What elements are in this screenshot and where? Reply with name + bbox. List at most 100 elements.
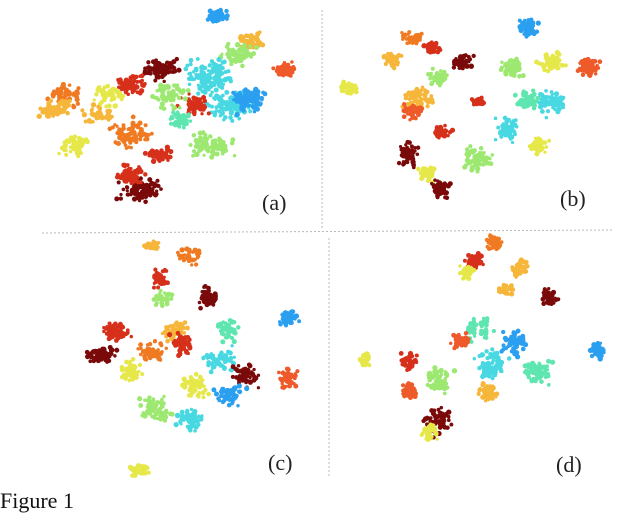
scatter-point — [158, 357, 163, 362]
scatter-point — [516, 266, 521, 271]
scatter-point — [516, 61, 522, 67]
scatter-point — [239, 38, 244, 43]
scatter-point — [227, 54, 231, 58]
scatter-point — [217, 63, 223, 69]
scatter-point — [114, 196, 120, 202]
scatter-point — [201, 395, 206, 400]
scatter-point — [228, 355, 234, 361]
scatter-point — [216, 57, 222, 63]
scatter-point — [208, 93, 213, 98]
scatter-point — [81, 112, 88, 118]
scatter-point — [349, 91, 353, 96]
scatter-point — [130, 356, 136, 362]
scatter-point — [506, 356, 512, 361]
scatter-point — [78, 151, 83, 155]
scatter-point — [429, 80, 435, 86]
scatter-point — [176, 115, 182, 121]
scatter-point — [474, 162, 480, 168]
scatter-point — [231, 339, 237, 345]
scatter-point — [290, 309, 296, 315]
scatter-point — [182, 117, 187, 122]
scatter-point — [147, 347, 152, 352]
scatter-point — [230, 374, 235, 379]
scatter-point — [203, 73, 209, 79]
scatter-point — [410, 160, 415, 165]
scatter-point — [198, 416, 204, 422]
scatter-point — [442, 391, 447, 396]
scatter-point — [207, 103, 212, 108]
scatter-point — [424, 436, 430, 442]
scatter-point — [124, 175, 128, 180]
scatter-point — [211, 80, 216, 85]
scatter-point — [189, 407, 194, 412]
scatter-point — [146, 470, 151, 475]
scatter-point — [535, 141, 540, 145]
scatter-point — [96, 104, 101, 109]
scatter-point — [547, 138, 552, 143]
scatter-point — [66, 102, 71, 108]
scatter-point — [152, 285, 156, 290]
scatter-point — [428, 76, 432, 81]
scatter-point — [71, 140, 78, 146]
scatter-point — [176, 86, 182, 92]
scatter-point — [134, 140, 139, 145]
scatter-point — [197, 300, 202, 305]
scatter-point — [417, 91, 423, 97]
scatter-point — [544, 61, 549, 66]
scatter-point — [137, 362, 143, 368]
scatter-point — [202, 139, 209, 145]
scatter-point — [438, 69, 443, 73]
scatter-point — [236, 383, 242, 389]
scatter-point — [219, 388, 225, 394]
scatter-point — [146, 65, 152, 71]
scatter-point — [240, 63, 245, 69]
scatter-point — [217, 360, 222, 365]
scatter-point — [426, 71, 431, 77]
scatter-point — [545, 109, 551, 114]
scatter-point — [511, 64, 517, 70]
scatter-point — [451, 368, 458, 374]
scatter-point — [542, 99, 548, 105]
scatter-point — [152, 275, 156, 280]
scatter-point — [214, 151, 220, 157]
scatter-point — [138, 342, 144, 348]
scatter-point — [479, 152, 485, 158]
scatter-point — [211, 139, 216, 145]
scatter-point — [155, 416, 160, 421]
scatter-point — [417, 32, 421, 37]
scatter-point — [191, 133, 197, 138]
scatter-point — [466, 252, 472, 258]
scatter-point — [100, 346, 105, 351]
scatter-point — [496, 125, 501, 130]
scatter-point — [538, 137, 543, 142]
scatter-point — [535, 59, 539, 64]
scatter-point — [179, 413, 185, 420]
scatter-point — [491, 358, 495, 363]
scatter-point — [164, 411, 168, 415]
scatter-point — [200, 112, 204, 116]
scatter-point — [401, 150, 406, 155]
scatter-point — [213, 391, 220, 397]
scatter-point — [187, 425, 193, 431]
scatter-point — [139, 73, 145, 79]
scatter-point — [130, 120, 136, 126]
scatter-point — [510, 140, 515, 145]
scatter-point — [193, 429, 197, 433]
scatter-point — [553, 91, 560, 97]
scatter-point — [442, 183, 448, 188]
scatter-point — [526, 32, 531, 37]
scatter-point — [191, 70, 196, 74]
scatter-point — [255, 89, 261, 95]
scatter-point — [418, 38, 422, 42]
scatter-point — [219, 332, 224, 336]
scatter-point — [224, 353, 229, 358]
scatter-point — [118, 92, 123, 96]
scatter-point — [240, 369, 245, 375]
scatter-point — [491, 235, 497, 240]
scatter-point — [248, 44, 252, 49]
scatter-point — [181, 258, 187, 263]
scatter-point — [597, 348, 601, 352]
scatter-point — [226, 69, 231, 74]
figure-caption: Figure 1 — [0, 488, 74, 513]
scatter-point — [511, 346, 517, 352]
